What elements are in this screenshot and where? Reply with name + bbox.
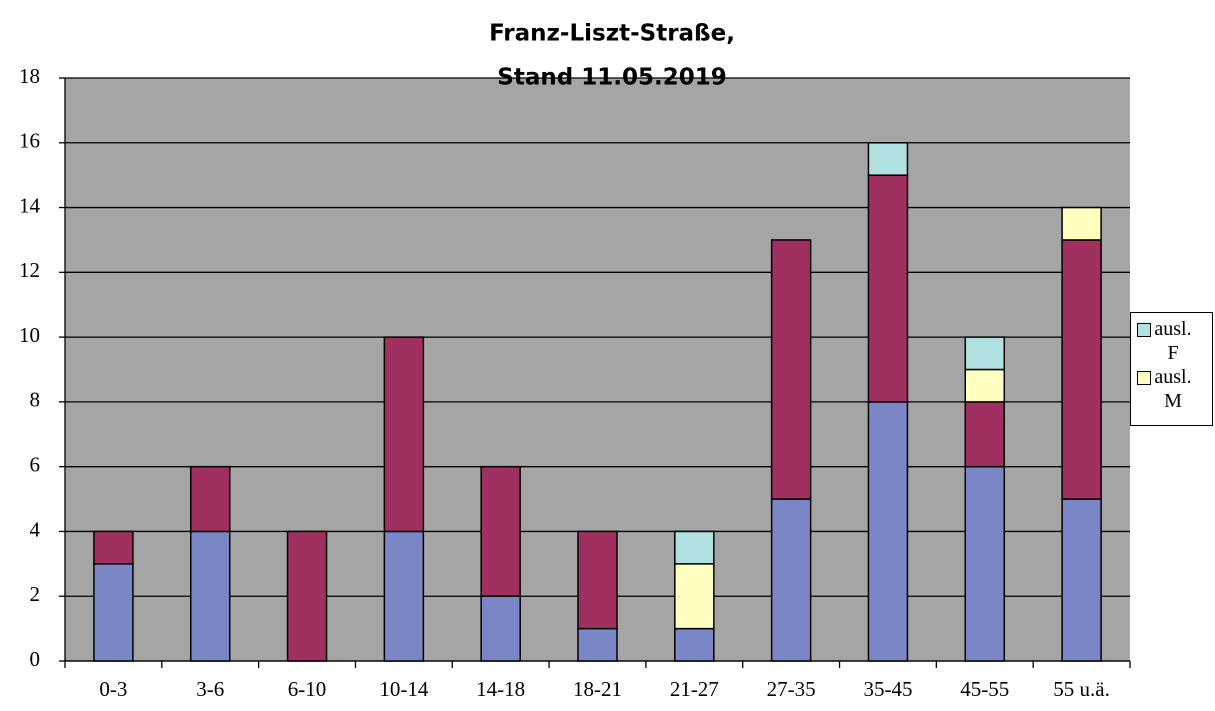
bar-segment: [189, 530, 231, 662]
bar-segment: [480, 595, 521, 662]
chart-title: Franz-Liszt-Straße,: [489, 21, 735, 47]
bar-segment: [867, 174, 909, 403]
y-tick-label: 14: [19, 193, 41, 217]
y-tick-label: 12: [19, 258, 40, 282]
x-tick-label: 3-6: [196, 677, 224, 701]
bar-segment: [93, 563, 134, 662]
bar-segment: [674, 563, 715, 630]
y-tick-label: 6: [30, 452, 41, 476]
y-tick-label: 18: [19, 64, 40, 88]
x-tick-label: 14-18: [476, 677, 525, 701]
legend-label: ausl. M: [1154, 366, 1192, 412]
x-tick-label: 18-21: [573, 677, 622, 701]
legend-item: ausl. F: [1137, 317, 1210, 365]
bar-segment: [674, 627, 715, 662]
bar-segment: [867, 142, 909, 176]
x-tick-label: 0-3: [99, 677, 127, 701]
bar-segment: [1061, 498, 1102, 662]
bar-segment: [480, 465, 521, 597]
x-tick-label: 45-55: [960, 677, 1009, 701]
bar-segment: [964, 401, 1006, 468]
y-tick-label: 8: [30, 388, 41, 412]
legend-swatch: [1137, 371, 1151, 385]
legend-label: ausl. F: [1154, 318, 1192, 364]
bar-segment: [1061, 206, 1102, 241]
y-tick-label: 10: [19, 323, 40, 347]
x-tick-label: 10-14: [379, 677, 428, 701]
bar-segment: [867, 401, 909, 662]
x-tick-label: 27-35: [767, 677, 816, 701]
bar-segment: [770, 239, 812, 500]
x-tick-label: 35-45: [863, 677, 912, 701]
bar-segment: [577, 530, 618, 630]
y-tick-label: 4: [30, 517, 41, 541]
bar-segment: [964, 368, 1006, 403]
legend-item: ausl. M: [1137, 365, 1210, 413]
bar-segment: [286, 530, 328, 662]
y-tick-label: 2: [30, 582, 41, 606]
legend-swatch: [1137, 323, 1151, 337]
x-tick-label: 6-10: [288, 677, 327, 701]
bar-segment: [383, 530, 425, 662]
bar-segment: [964, 336, 1006, 371]
y-tick-label: 16: [19, 129, 40, 153]
bar-segment: [577, 627, 618, 662]
bar-segment: [770, 498, 812, 662]
bar-segment: [383, 336, 425, 533]
bar-segment: [93, 530, 134, 565]
x-tick-label: 21-27: [670, 677, 719, 701]
x-tick-label: 55 u.ä.: [1053, 677, 1110, 701]
bar-segment: [964, 465, 1006, 662]
y-tick-label: 0: [30, 647, 41, 671]
bar-segment: [1061, 239, 1102, 500]
bar-segment: [189, 465, 231, 533]
bar-segment: [674, 530, 715, 565]
